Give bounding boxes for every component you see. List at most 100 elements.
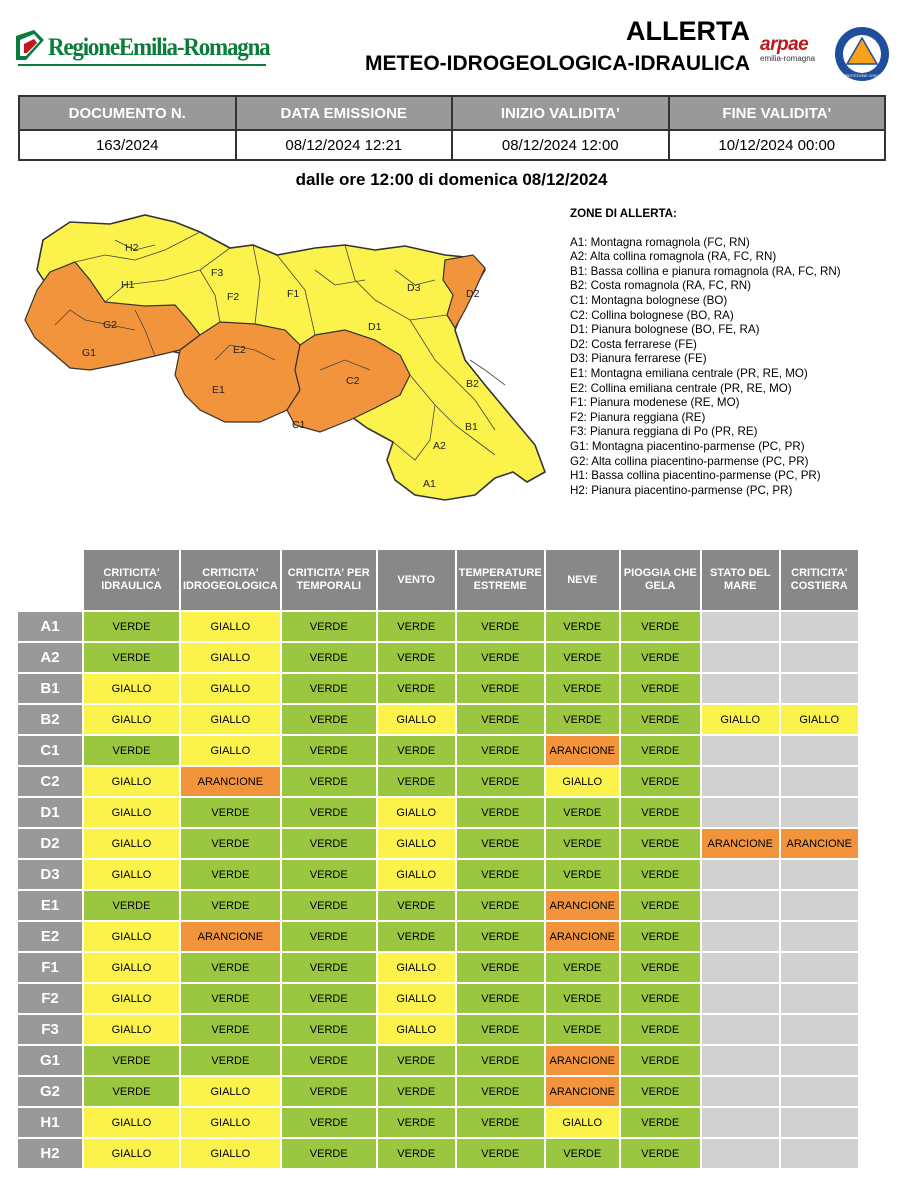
alert-level-cell: VERDE [620, 984, 700, 1013]
zone-cell: F3 [18, 1015, 82, 1044]
alert-level-cell [701, 860, 779, 889]
zone-cell: G1 [18, 1046, 82, 1075]
alert-level-cell: GIALLO [181, 705, 280, 734]
legend-item: H2: Pianura piacentino-parmense (PC, PR) [570, 483, 793, 497]
doc-end-date: 10/12/2024 00:00 [667, 129, 886, 161]
table-row: F3 GIALLO VERDE VERDE GIALLO VERDE VERDE VERDE [18, 1015, 858, 1044]
alert-level-cell: VERDE [377, 1108, 455, 1137]
alert-level-cell: VERDE [281, 891, 376, 920]
alert-level-cell: VERDE [84, 736, 179, 765]
column-header: CRITICITA' PER TEMPORALI [281, 550, 376, 610]
map-label-f1: F1 [287, 288, 299, 300]
alert-level-cell: VERDE [620, 736, 700, 765]
legend-item: D3: Pianura ferrarese (FE) [570, 352, 707, 366]
legend-item: F3: Pianura reggiana di Po (PR, RE) [570, 425, 758, 439]
column-header: VENTO [377, 550, 455, 610]
regione-flag-icon [16, 30, 44, 60]
alert-level-cell: VERDE [620, 798, 700, 827]
alert-level-cell: VERDE [181, 860, 280, 889]
alert-level-cell: VERDE [377, 1139, 455, 1168]
alert-level-cell: VERDE [84, 612, 179, 641]
alert-level-cell: VERDE [620, 922, 700, 951]
alert-level-cell: VERDE [456, 922, 544, 951]
alert-level-cell: GIALLO [181, 1108, 280, 1137]
alert-level-cell: VERDE [620, 1015, 700, 1044]
zone-cell: C2 [18, 767, 82, 796]
alert-level-cell: VERDE [456, 953, 544, 982]
zone-cell: H1 [18, 1108, 82, 1137]
alert-level-cell: VERDE [281, 612, 376, 641]
alert-level-cell: GIALLO [84, 674, 179, 703]
legend-item: E1: Montagna emiliana centrale (PR, RE, … [570, 366, 808, 380]
alert-level-cell: GIALLO [84, 1139, 179, 1168]
alert-level-cell: VERDE [84, 891, 179, 920]
alert-level-cell: VERDE [377, 1077, 455, 1106]
zone-cell: C1 [18, 736, 82, 765]
map-label-h2: H2 [125, 242, 139, 254]
doc-header-start: INIZIO VALIDITA' [451, 95, 670, 131]
zone-cell: G2 [18, 1077, 82, 1106]
alert-level-cell: VERDE [545, 674, 619, 703]
alert-level-cell [780, 798, 858, 827]
alert-level-cell [701, 736, 779, 765]
zone-cell: F2 [18, 984, 82, 1013]
alert-level-cell: GIALLO [181, 612, 280, 641]
alert-level-cell: GIALLO [377, 829, 455, 858]
alert-level-cell: ARANCIONE [545, 891, 619, 920]
alert-level-cell: VERDE [281, 984, 376, 1013]
alert-level-cell: VERDE [620, 674, 700, 703]
alert-level-cell [780, 1139, 858, 1168]
alert-level-cell: GIALLO [84, 1108, 179, 1137]
alert-level-cell [701, 1015, 779, 1044]
alert-level-cell: GIALLO [377, 953, 455, 982]
map-municipal-lines [54, 231, 506, 461]
alert-level-cell: GIALLO [84, 1015, 179, 1044]
header-blank-cell [18, 550, 82, 610]
zone-cell: A1 [18, 612, 82, 641]
alert-level-cell: VERDE [281, 705, 376, 734]
map-label-d1: D1 [368, 321, 382, 333]
alert-level-cell [780, 643, 858, 672]
alert-level-cell: VERDE [620, 767, 700, 796]
table-row: A1 VERDE GIALLO VERDE VERDE VERDE VERDE VERDE [18, 612, 858, 641]
alert-level-cell: VERDE [545, 860, 619, 889]
regione-logo: RegioneEmilia-Romagna [16, 28, 271, 68]
alert-level-cell: GIALLO [181, 674, 280, 703]
column-header: STATO DEL MARE [701, 550, 779, 610]
alert-level-cell: GIALLO [84, 953, 179, 982]
alert-level-cell: GIALLO [84, 829, 179, 858]
alert-level-cell: VERDE [545, 984, 619, 1013]
doc-header-emission: DATA EMISSIONE [234, 95, 453, 131]
alert-level-cell: VERDE [545, 643, 619, 672]
alert-level-cell [701, 674, 779, 703]
alert-level-cell: VERDE [456, 891, 544, 920]
doc-start-date: 08/12/2024 12:00 [451, 129, 670, 161]
alert-level-cell: VERDE [377, 643, 455, 672]
alert-level-cell [780, 984, 858, 1013]
alert-level-cell [780, 1077, 858, 1106]
map-label-g2: G2 [103, 319, 117, 331]
alert-level-cell: VERDE [620, 612, 700, 641]
alert-level-cell: VERDE [456, 674, 544, 703]
alert-level-cell: VERDE [620, 643, 700, 672]
alert-level-cell: VERDE [620, 891, 700, 920]
alert-level-cell: VERDE [620, 860, 700, 889]
document-table: DOCUMENTO N. DATA EMISSIONE INIZIO VALID… [18, 95, 886, 161]
map-label-d2: D2 [466, 288, 480, 300]
alert-level-cell: ARANCIONE [545, 1046, 619, 1075]
alert-zones-map: H2 H1 F3 F2 F1 D3 D2 G2 G1 E2 D1 E1 C2 C… [24, 214, 546, 501]
map-label-b2: B2 [466, 378, 479, 390]
alert-level-cell: VERDE [377, 736, 455, 765]
legend-item: G1: Montagna piacentino-parmense (PC, PR… [570, 439, 805, 453]
alert-level-cell: VERDE [456, 705, 544, 734]
table-row: C1 VERDE GIALLO VERDE VERDE VERDE ARANCIONE VER… [18, 736, 858, 765]
protezione-civile-logo-icon: PROTEZIONE CIVILE [835, 27, 889, 81]
alert-level-cell [780, 922, 858, 951]
alert-level-cell: ARANCIONE [545, 736, 619, 765]
map-label-c2: C2 [346, 375, 360, 387]
alert-level-cell: VERDE [545, 705, 619, 734]
org-name: RegioneEmilia-Romagna [48, 34, 271, 61]
alert-level-cell: VERDE [456, 984, 544, 1013]
alert-level-cell: VERDE [377, 1046, 455, 1075]
legend-item: B1: Bassa collina e pianura romagnola (R… [570, 264, 841, 278]
